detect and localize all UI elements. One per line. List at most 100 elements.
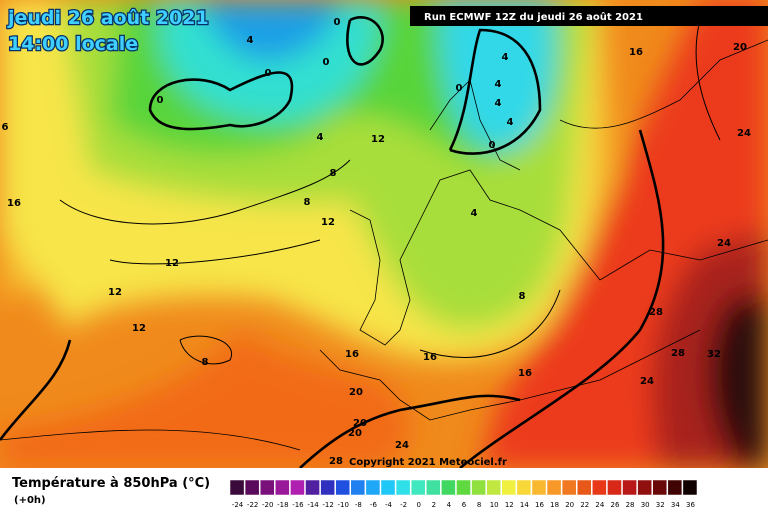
contour-label: 8	[330, 168, 337, 179]
contour-label: 16	[345, 349, 359, 360]
colorbar-swatch	[652, 479, 668, 496]
contour-label: 4	[317, 132, 324, 143]
colorbar-swatch	[531, 479, 547, 496]
colorbar-label: 14	[520, 501, 529, 509]
contour-label: 4	[471, 208, 478, 219]
contour-label: 16	[518, 368, 532, 379]
colorbar-swatch	[410, 479, 426, 496]
colorbar-swatch	[622, 479, 637, 496]
contour-label: 12	[165, 258, 179, 269]
contour-label: 16	[7, 198, 21, 209]
contour-label: 20	[733, 42, 747, 53]
contour-label: 4	[502, 52, 509, 63]
contour-label: 28	[649, 307, 663, 318]
colorbar-swatch	[516, 479, 532, 496]
colorbar-swatch	[426, 479, 441, 496]
colorbar: -24 -22 -20 -18 -16 -14 -12 -10 -8 -6 -4 -2 0 2 4 6 8 10 1…	[229, 479, 698, 509]
contour-label: 0	[456, 83, 463, 94]
colorbar-label: -6	[370, 501, 378, 509]
colorbar-label: 4	[447, 501, 452, 509]
colorbar-label: -2	[400, 501, 407, 509]
contour-label: 0	[323, 57, 330, 68]
contour-label: 4	[507, 117, 514, 128]
colorbar-swatch	[682, 479, 698, 496]
contour-label: 4	[495, 98, 502, 109]
colorbar-swatch	[561, 479, 577, 496]
colorbar-label: -20	[262, 501, 273, 509]
colorbar-label: 0	[416, 501, 420, 509]
colorbar-swatch	[576, 479, 592, 496]
colorbar-label: 28	[626, 501, 635, 509]
colorbar-label: -14	[307, 501, 319, 509]
contour-label: 4	[495, 79, 502, 90]
colorbar-label: 32	[656, 501, 665, 509]
contour-label: 24	[717, 238, 731, 249]
colorbar-label: 10	[490, 501, 499, 509]
colorbar-label: -24	[232, 501, 244, 509]
colorbar-label: -12	[322, 501, 333, 509]
contour-label: 20	[353, 418, 367, 429]
contour-label: 20	[348, 428, 362, 439]
colorbar-label: 6	[462, 501, 467, 509]
contour-label: 24	[395, 440, 409, 451]
copyright: Copyright 2021 Meteociel.fr	[349, 457, 507, 468]
colorbar-label: 24	[595, 501, 604, 509]
colorbar-swatch	[320, 479, 335, 496]
contour-label: 0	[334, 17, 341, 28]
colorbar-swatch	[546, 479, 562, 496]
colorbar-label: 12	[505, 501, 514, 509]
colorbar-swatch	[229, 479, 245, 496]
contour-label: 0	[489, 140, 496, 151]
contour-label: 24	[640, 376, 654, 387]
colorbar-swatch	[380, 479, 396, 496]
colorbar-label: 2	[432, 501, 436, 509]
contour-label: 8	[519, 291, 526, 302]
contour-label: 0	[157, 95, 164, 106]
colorbar-label: 20	[565, 501, 574, 509]
colorbar-swatch	[290, 479, 305, 496]
colorbar-label: 16	[535, 501, 544, 509]
colorbar-swatch	[365, 479, 381, 496]
contour-label: 4	[247, 35, 254, 46]
colorbar-swatch	[456, 479, 471, 496]
colorbar-swatch	[350, 479, 366, 496]
contour-label: 28	[671, 348, 685, 359]
colorbar-swatch	[637, 479, 652, 496]
contour-label: 8	[202, 357, 209, 368]
contour-label: 12	[321, 217, 335, 228]
legend-title: Température à 850hPa (°C)	[12, 476, 210, 491]
contour-label: 24	[737, 128, 751, 139]
contour-label: 12	[371, 134, 385, 145]
colorbar-label: -16	[292, 501, 304, 509]
colorbar-label: -10	[338, 501, 349, 509]
colorbar-swatch	[667, 479, 683, 496]
contour-label: 12	[108, 287, 122, 298]
colorbar-label: -4	[385, 501, 393, 509]
colorbar-label: 26	[611, 501, 620, 509]
run-title: Run ECMWF 12Z du jeudi 26 août 2021	[424, 11, 643, 23]
colorbar-swatch	[395, 479, 411, 496]
colorbar-swatch	[244, 479, 260, 496]
colorbar-label: -22	[247, 501, 258, 509]
colorbar-swatch	[259, 479, 275, 496]
colorbar-swatch	[592, 479, 607, 496]
contour-label: 28	[329, 456, 343, 467]
contour-label: 8	[304, 197, 311, 208]
colorbar-label: 30	[641, 501, 650, 509]
contour-label: 12	[132, 323, 146, 334]
colorbar-swatch	[441, 479, 456, 496]
colorbar-swatch	[335, 479, 351, 496]
colorbar-label: -18	[277, 501, 288, 509]
colorbar-swatch	[486, 479, 501, 496]
colorbar-swatch	[471, 479, 486, 496]
contour-label: 20	[349, 387, 363, 398]
map-field	[0, 0, 768, 470]
contour-label: 16	[629, 47, 643, 58]
colorbar-label: 36	[686, 501, 695, 509]
time-title: 14:00 locale	[8, 33, 138, 55]
colorbar-label: 34	[671, 501, 680, 509]
colorbar-swatch	[607, 479, 622, 496]
